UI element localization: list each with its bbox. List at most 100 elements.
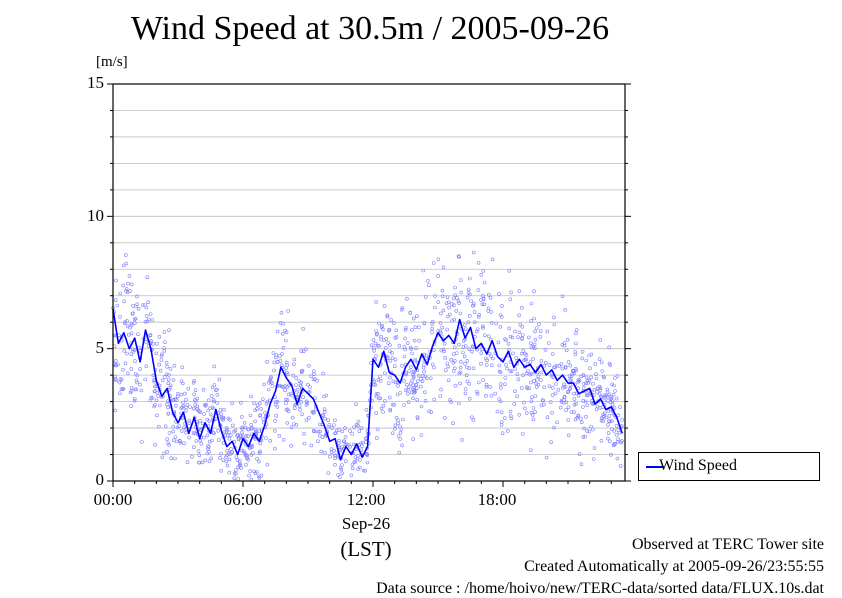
raw-data-point [482, 280, 487, 285]
raw-data-point [438, 321, 443, 325]
raw-data-point [196, 408, 201, 413]
raw-data-point [490, 257, 495, 262]
raw-data-point [552, 365, 556, 370]
raw-data-point [394, 415, 399, 420]
raw-data-point [481, 378, 485, 382]
raw-data-point [114, 278, 118, 283]
raw-data-point [299, 369, 304, 373]
raw-data-point [393, 423, 398, 428]
raw-data-point [609, 419, 614, 423]
raw-data-point [616, 413, 620, 418]
raw-data-point [467, 347, 472, 352]
raw-data-point [564, 400, 569, 405]
raw-data-point [348, 444, 352, 449]
raw-data-point [613, 376, 617, 380]
raw-data-point [255, 407, 259, 411]
raw-data-point [244, 434, 249, 438]
raw-data-point [275, 329, 280, 334]
raw-data-point [178, 440, 183, 445]
raw-data-point [388, 349, 392, 354]
raw-data-point [210, 385, 215, 390]
raw-data-point [342, 439, 347, 444]
raw-data-point [290, 393, 294, 398]
raw-data-point [536, 374, 541, 379]
raw-data-point [333, 418, 337, 423]
raw-data-point [618, 405, 622, 409]
raw-data-point [258, 413, 263, 418]
raw-data-point [217, 377, 222, 382]
raw-data-point [505, 429, 510, 433]
raw-data-point [214, 388, 218, 393]
raw-data-point [284, 360, 289, 365]
raw-data-point [216, 428, 220, 433]
raw-data-point [553, 391, 558, 396]
raw-data-point [532, 378, 536, 383]
raw-data-point [205, 417, 210, 422]
raw-data-point [129, 323, 134, 328]
raw-data-point [601, 419, 606, 423]
raw-data-point [465, 359, 470, 363]
raw-data-point [374, 300, 378, 304]
raw-data-point [227, 430, 231, 435]
raw-data-point [529, 301, 534, 306]
raw-data-point [562, 343, 567, 348]
raw-data-point [153, 384, 157, 389]
x-tick-label-1200: 12:00 [346, 490, 386, 509]
raw-data-point [187, 435, 191, 440]
raw-data-point [240, 448, 244, 453]
raw-data-point [461, 350, 465, 355]
raw-data-point [136, 306, 141, 311]
raw-data-point [385, 354, 390, 359]
raw-data-point [350, 466, 355, 471]
raw-data-point [554, 382, 558, 386]
raw-data-point [211, 430, 215, 435]
raw-data-point [574, 341, 578, 346]
raw-data-point [127, 274, 132, 278]
raw-data-point [607, 345, 612, 350]
raw-data-point [486, 334, 491, 339]
raw-data-point [154, 398, 159, 403]
raw-data-point [502, 382, 507, 387]
raw-data-point [443, 368, 448, 373]
raw-data-point [581, 405, 585, 409]
raw-data-point [391, 379, 396, 384]
raw-data-point [562, 382, 566, 387]
raw-data-point [486, 292, 491, 297]
raw-data-point [547, 384, 552, 389]
raw-data-point [155, 390, 160, 395]
raw-data-point [436, 300, 441, 304]
raw-data-point [512, 402, 517, 406]
raw-data-point [526, 369, 530, 374]
raw-data-point [383, 346, 388, 350]
footer-site-note: Observed at TERC Tower site [631, 536, 824, 553]
raw-data-point [457, 342, 461, 347]
raw-data-point [204, 402, 208, 407]
raw-data-point [147, 317, 151, 322]
raw-data-point [507, 268, 512, 273]
raw-data-point [405, 341, 410, 345]
raw-data-point [584, 375, 589, 380]
raw-data-point [499, 410, 504, 415]
raw-data-point [292, 362, 296, 367]
raw-data-point [122, 299, 126, 304]
raw-data-point [505, 366, 509, 371]
raw-data-point [411, 375, 416, 380]
raw-data-point [489, 363, 494, 368]
raw-data-point [582, 382, 586, 386]
raw-data-point [430, 326, 435, 331]
raw-data-point [414, 346, 418, 350]
raw-data-point [592, 387, 597, 392]
raw-data-point [185, 460, 190, 465]
raw-data-point [113, 374, 118, 379]
raw-data-point [451, 296, 456, 301]
raw-data-point [348, 429, 352, 433]
raw-data-point [447, 305, 451, 310]
raw-data-point [277, 383, 282, 388]
raw-data-point [339, 467, 344, 472]
raw-data-point [527, 335, 531, 340]
raw-data-point [299, 380, 304, 385]
raw-data-point [273, 402, 278, 407]
raw-data-point [309, 374, 314, 379]
raw-data-point [374, 436, 379, 440]
raw-data-point [298, 383, 303, 388]
